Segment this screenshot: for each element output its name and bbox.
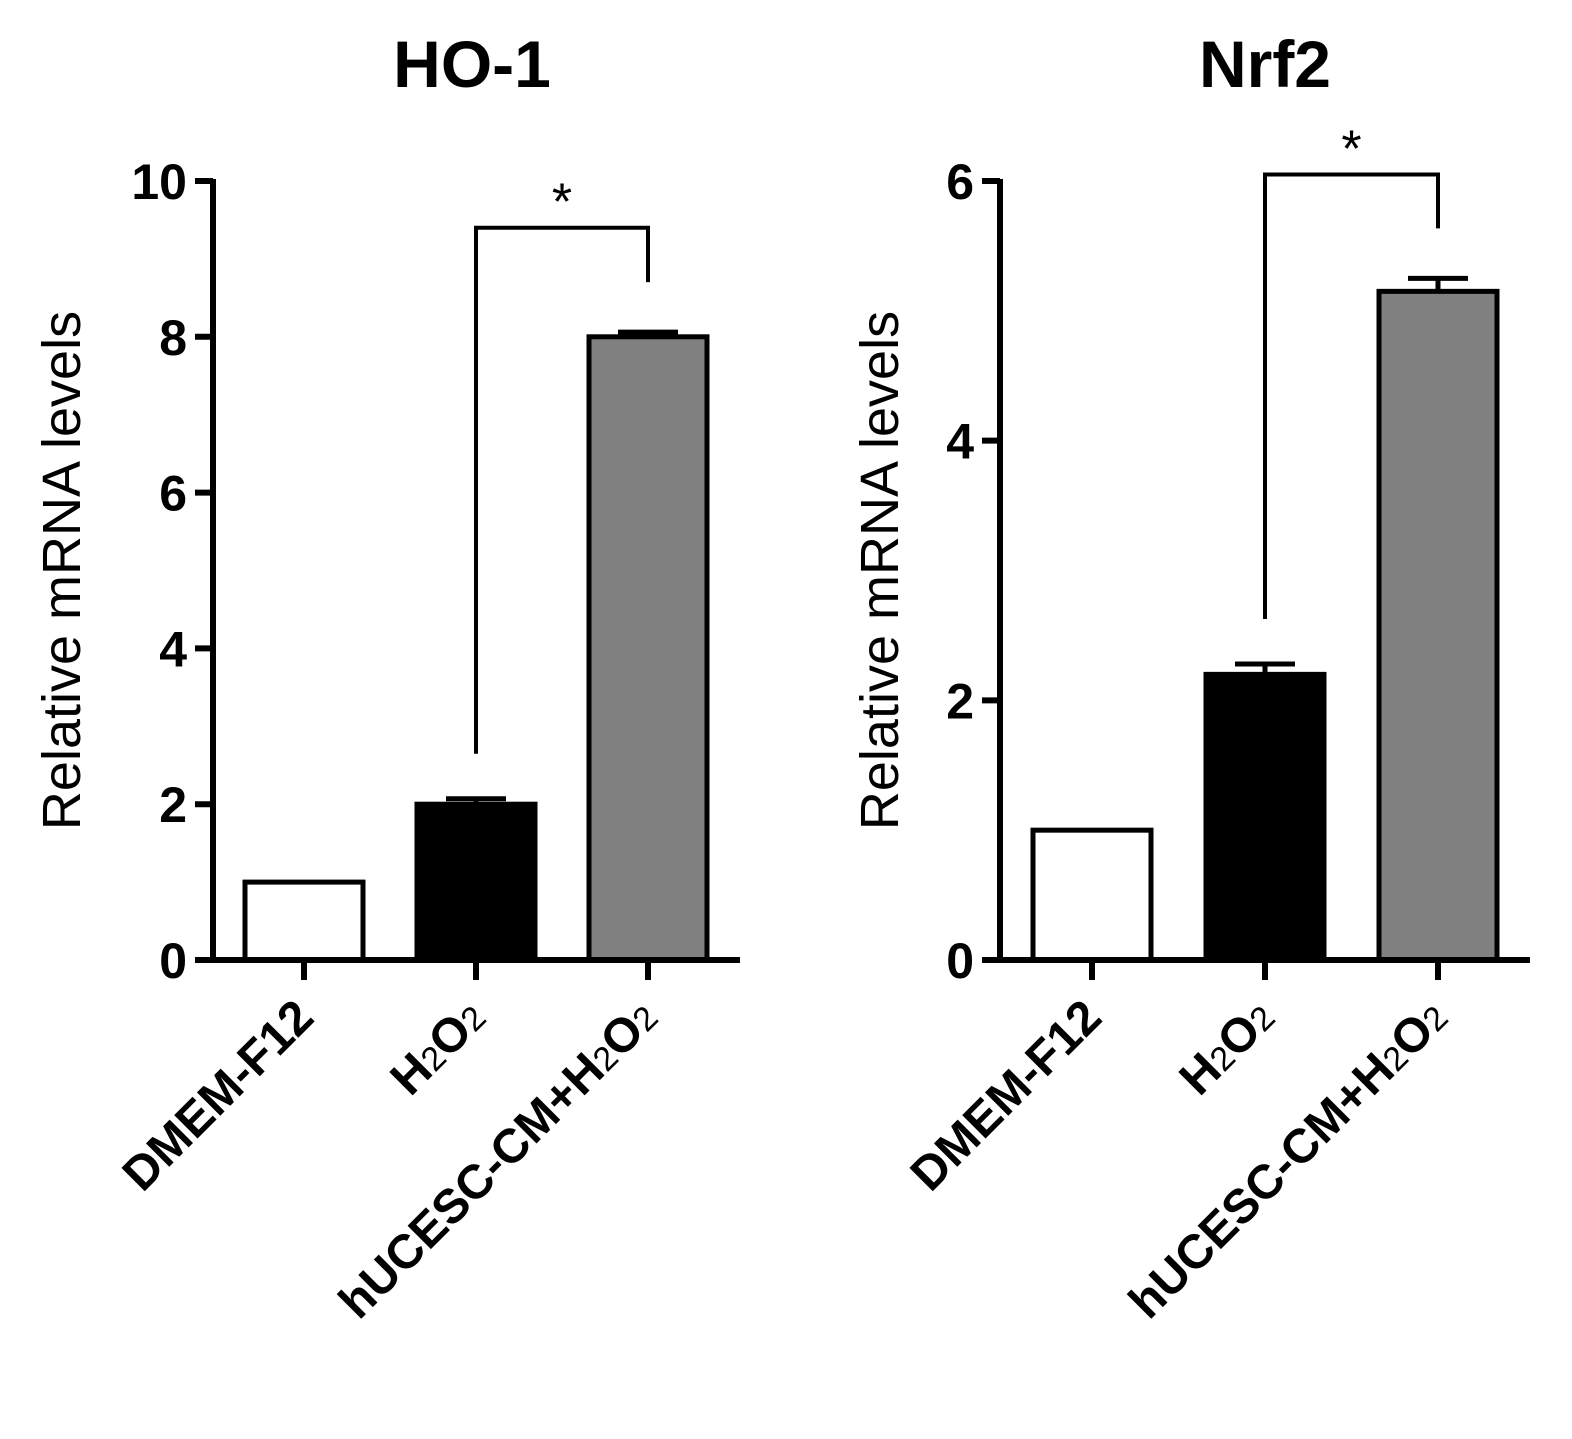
y-tick-label: 6 <box>946 154 974 210</box>
y-tick-label: 8 <box>159 310 187 366</box>
chart-1: Nrf2 Relative mRNA levels 0 2 4 6 DMEM-F12 H2O2… <box>850 27 1530 1329</box>
chart-title: Nrf2 <box>1199 27 1331 101</box>
y-tick-label: 2 <box>159 777 187 833</box>
bar-2 <box>1376 288 1500 963</box>
x-category-label: H2O2 <box>381 990 496 1105</box>
y-tick-label: 4 <box>159 621 187 677</box>
bar-0 <box>242 879 366 963</box>
bar-1 <box>414 801 538 963</box>
y-tick-label: 2 <box>946 673 974 729</box>
bar-1 <box>1203 671 1327 963</box>
significance-label: * <box>1341 121 1361 179</box>
y-axis-label: Relative mRNA levels <box>32 311 92 830</box>
bar-2 <box>586 334 710 963</box>
significance-bracket <box>474 225 650 754</box>
y-tick-label: 10 <box>131 154 187 210</box>
chart-0: HO-1 Relative mRNA levels 0 2 4 6 8 10 DMEM-F12 H… <box>32 27 740 1329</box>
x-category-label: DMEM-F12 <box>901 990 1112 1201</box>
x-category-label: hUCESC-CM+H2O2 <box>329 990 668 1329</box>
y-tick-label: 0 <box>946 933 974 989</box>
bar-0 <box>1030 827 1154 963</box>
y-tick-label: 4 <box>946 414 974 470</box>
y-tick-label: 0 <box>159 933 187 989</box>
y-tick-label: 6 <box>159 466 187 522</box>
significance-bracket <box>1263 172 1440 619</box>
x-category-label: H2O2 <box>1170 990 1285 1105</box>
y-axis-label: Relative mRNA levels <box>850 311 910 830</box>
x-category-label: DMEM-F12 <box>113 990 324 1201</box>
x-category-label: hUCESC-CM+H2O2 <box>1119 990 1458 1329</box>
chart-title: HO-1 <box>393 27 551 101</box>
significance-label: * <box>552 174 572 232</box>
